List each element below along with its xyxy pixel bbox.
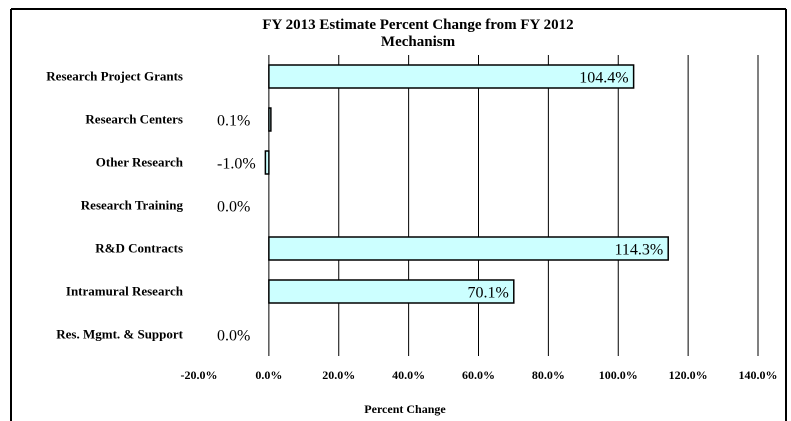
gridlines [268, 55, 759, 356]
category-label: Research Training [81, 198, 184, 213]
bar [264, 150, 270, 175]
x-tick-label: 40.0% [392, 368, 425, 382]
data-labels: 104.4% 0.1% -1.0% 0.0% 114.3% 70.1% 0.0% [217, 70, 663, 345]
chart-subtitle: Mechanism [381, 34, 456, 50]
bar [268, 64, 635, 89]
x-tick-label: 0.0% [255, 368, 282, 382]
x-tick-label: -20.0% [181, 368, 218, 382]
category-label: Res. Mgmt. & Support [56, 327, 183, 342]
bar [268, 107, 272, 132]
data-label: 114.3% [614, 242, 663, 259]
category-label: Research Centers [85, 112, 183, 127]
data-label: 104.4% [579, 70, 628, 87]
data-label: 0.1% [217, 113, 250, 130]
category-labels: Research Project Grants Research Centers O… [46, 69, 183, 342]
chart-title: FY 2013 Estimate Percent Change from FY … [262, 17, 573, 33]
bar [268, 279, 515, 304]
category-label: Intramural Research [66, 284, 184, 299]
x-tick-label: 120.0% [669, 368, 708, 382]
x-axis-title: Percent Change [364, 402, 446, 416]
x-tick-labels: -20.0% 0.0% 20.0% 40.0% 60.0% 80.0% 100.0% 120.… [181, 368, 778, 382]
data-label: 70.1% [467, 285, 508, 302]
bar [268, 236, 669, 261]
data-label: -1.0% [217, 156, 256, 173]
x-tick-label: 20.0% [322, 368, 355, 382]
x-tick-label: 100.0% [599, 368, 638, 382]
x-tick-label: 80.0% [532, 368, 565, 382]
category-label: Other Research [96, 155, 184, 170]
x-tick-label: 140.0% [739, 368, 778, 382]
data-label: 0.0% [217, 199, 250, 216]
data-label: 0.0% [217, 328, 250, 345]
x-tick-label: 60.0% [462, 368, 495, 382]
category-label: R&D Contracts [95, 241, 183, 256]
bars [264, 64, 669, 304]
category-label: Research Project Grants [46, 69, 183, 84]
